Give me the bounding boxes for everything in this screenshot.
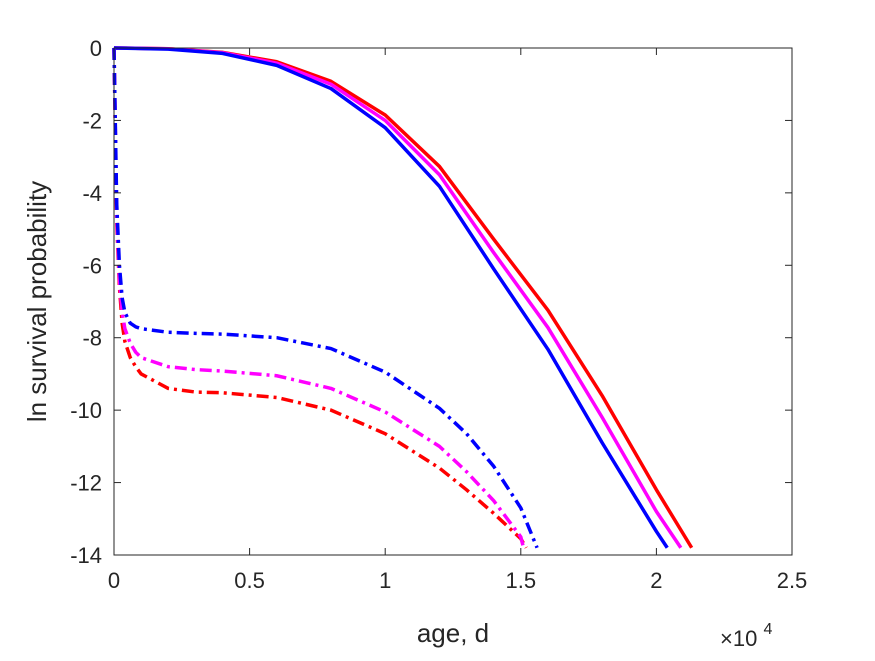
x-tick-label: 2.5	[777, 568, 808, 593]
series-line-solid-2	[113, 46, 669, 549]
series-line-dashdot-4	[112, 47, 526, 549]
x-axis-exponent-base: ×10	[720, 626, 757, 651]
y-tick-label: -4	[82, 181, 102, 206]
x-axis-exponent-label: ×10 4	[720, 621, 772, 651]
y-tick-label: -8	[82, 326, 102, 351]
ticks-layer	[113, 47, 793, 556]
y-tick-label: -10	[70, 398, 102, 423]
x-tick-label: 0.5	[234, 568, 265, 593]
series-layer	[112, 46, 694, 549]
y-tick-label: -6	[82, 253, 102, 278]
y-axis-label: ln survival probability	[22, 181, 52, 422]
x-tick-label: 2	[650, 568, 662, 593]
plot-area-box	[113, 47, 793, 556]
x-tick-label: 0	[108, 568, 120, 593]
series-line-dashdot-3	[112, 47, 528, 549]
y-tick-label: -14	[70, 543, 102, 568]
series-line-dashdot-5	[112, 47, 539, 549]
x-axis-exponent-power: 4	[763, 621, 772, 638]
y-tick-label: -12	[70, 471, 102, 496]
x-tick-label: 1.5	[506, 568, 537, 593]
y-tick-label: 0	[90, 36, 102, 61]
x-axis-label: age, d	[417, 618, 489, 648]
tick-labels-layer: 0 0.5 1 1.5 2 2.5 0 -2 -4 -6 -8 -10 -12 -14	[70, 36, 807, 593]
y-tick-label: -2	[82, 108, 102, 133]
x-tick-label: 1	[379, 568, 391, 593]
